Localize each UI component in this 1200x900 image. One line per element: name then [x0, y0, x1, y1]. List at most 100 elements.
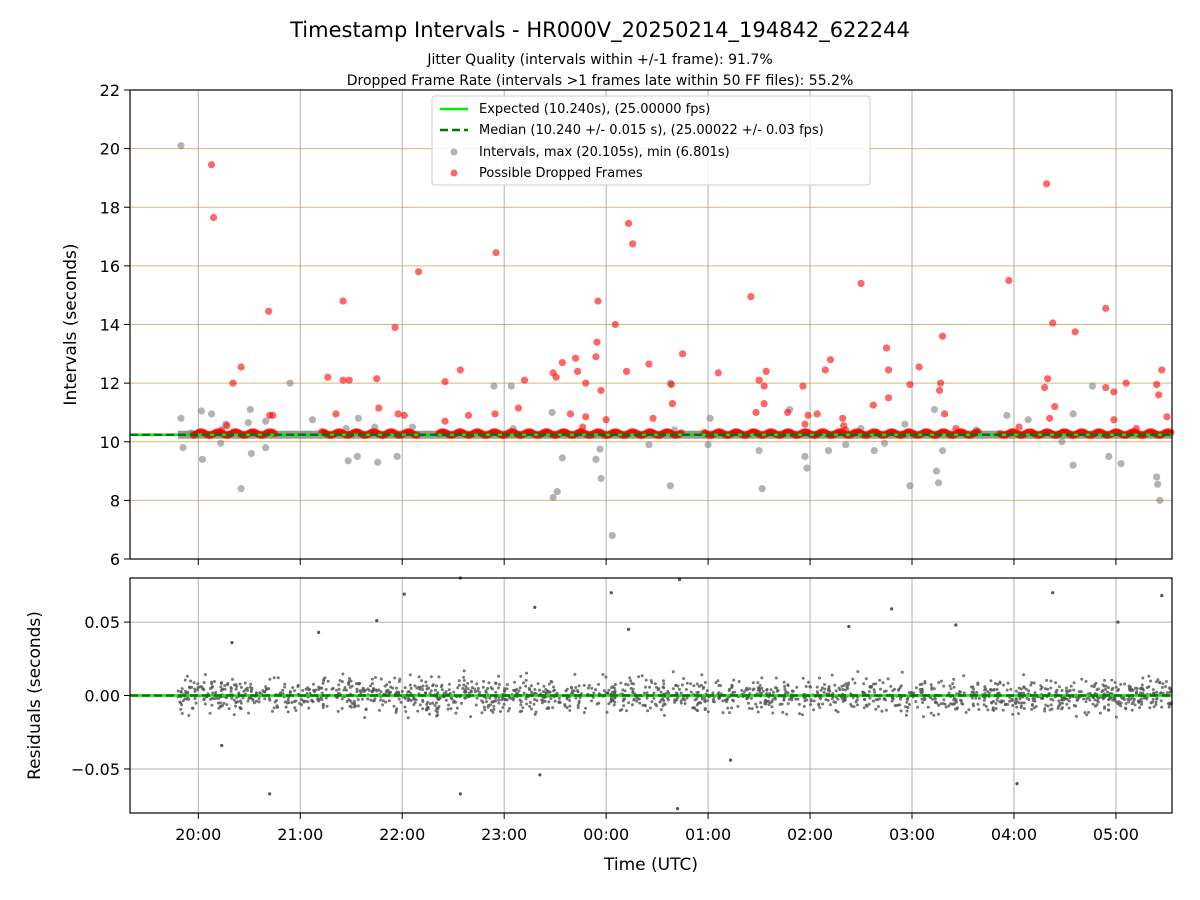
residual-point [575, 688, 579, 692]
residual-point [1090, 684, 1094, 688]
residual-point [179, 690, 183, 694]
residual-point [1006, 702, 1010, 706]
residual-point [786, 691, 790, 695]
residual-point [1147, 685, 1151, 689]
residual-point [998, 700, 1002, 704]
dropped-frame-point [624, 219, 633, 227]
residual-point [960, 701, 964, 705]
residual-point [733, 690, 737, 694]
residual-point [836, 710, 840, 714]
residual-point [637, 675, 641, 679]
residual-point [906, 697, 910, 701]
residual-point [812, 708, 816, 712]
residual-point [731, 698, 735, 702]
residual-point [470, 686, 474, 690]
residual-point [815, 690, 819, 694]
residual-point [484, 690, 488, 694]
residual-point [740, 688, 744, 692]
interval-point [645, 441, 653, 449]
residual-point [951, 682, 955, 686]
residual-point [745, 697, 749, 701]
residual-point [1030, 703, 1034, 707]
residual-point [807, 680, 811, 684]
residual-point [360, 697, 364, 701]
dropped-frame-point [582, 413, 590, 421]
residual-point [746, 688, 750, 692]
residual-point [685, 681, 689, 685]
residual-point [703, 700, 707, 704]
residual-outlier-point [533, 605, 537, 609]
residual-point [798, 712, 802, 716]
residual-point [226, 682, 230, 686]
residual-point [907, 702, 911, 706]
residual-point [590, 699, 594, 703]
residual-point [1161, 691, 1165, 695]
residual-point [341, 672, 345, 676]
residual-point [536, 682, 540, 686]
residual-point [234, 687, 238, 691]
residual-point [932, 687, 936, 691]
residual-point [498, 710, 502, 714]
residual-point [478, 690, 482, 694]
residual-point [949, 702, 953, 706]
residual-point [1155, 680, 1159, 684]
residual-point [646, 709, 650, 713]
residual-point [759, 705, 763, 709]
residual-point [270, 709, 274, 713]
residual-point [1111, 686, 1115, 690]
ytick-label-top-1: 8 [110, 491, 120, 510]
residual-point [490, 687, 494, 691]
residual-point [322, 679, 326, 683]
residual-point [942, 698, 946, 702]
residual-point [790, 689, 794, 693]
residual-outlier-point [847, 624, 851, 629]
residual-point [1062, 696, 1066, 700]
dropped-frame-point [375, 404, 383, 412]
residual-point [648, 706, 652, 710]
residual-point [898, 697, 902, 701]
residual-point [386, 688, 390, 692]
residual-point [1040, 685, 1044, 689]
residual-point [568, 704, 572, 708]
legend-intervals-marker [450, 148, 458, 156]
residual-point [466, 687, 470, 691]
residual-point [414, 698, 418, 702]
residual-point [1141, 691, 1145, 695]
residual-point [440, 688, 444, 692]
residual-point [1085, 713, 1089, 717]
residual-point [1017, 691, 1021, 695]
residual-point [1060, 701, 1064, 705]
residual-point [703, 680, 707, 684]
residual-point [544, 687, 548, 691]
residual-point [379, 690, 383, 694]
residual-point [994, 701, 998, 705]
residual-point [872, 688, 876, 692]
residual-point [244, 688, 248, 692]
residual-point [886, 677, 890, 681]
residual-point [630, 682, 634, 686]
residual-point [992, 687, 996, 691]
residual-point [431, 683, 435, 687]
residual-point [962, 674, 966, 678]
residual-point [534, 710, 538, 714]
residual-point [408, 673, 412, 677]
residual-point [529, 707, 533, 711]
residual-point [795, 685, 799, 689]
residual-point [294, 709, 298, 713]
residual-point [773, 697, 777, 701]
residual-point [370, 681, 374, 685]
residual-point [706, 710, 710, 714]
interval-point [344, 457, 352, 465]
residual-point [711, 697, 715, 701]
residual-point [222, 701, 226, 705]
residual-point [537, 688, 541, 692]
residual-point [676, 684, 680, 688]
residual-point [529, 684, 533, 688]
residual-point [463, 696, 467, 700]
residual-point [387, 699, 391, 703]
residual-point [994, 707, 998, 711]
residual-point [409, 691, 413, 695]
interval-point [1024, 416, 1032, 424]
dropped-frame-point [906, 380, 914, 389]
interval-point [246, 405, 254, 414]
